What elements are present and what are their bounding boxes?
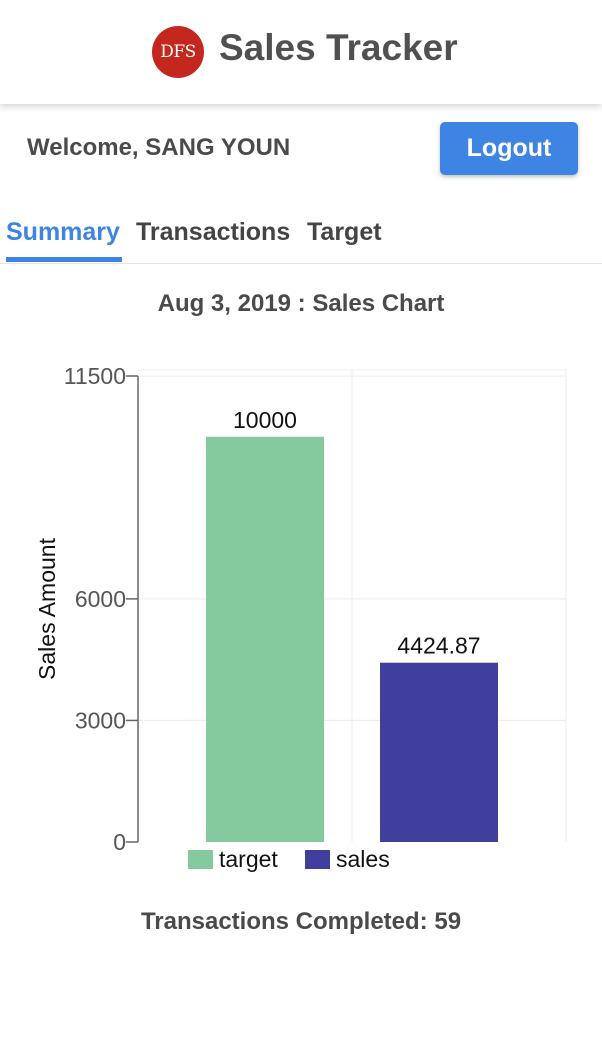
bar-value-label: 4424.87 <box>397 633 480 659</box>
sales-chart: 0 3000 6000 11500 Sales Amount 10000 4424.87 ta… <box>0 340 602 890</box>
logout-button[interactable]: Logout <box>440 122 578 175</box>
y-tick-label: 11500 <box>64 363 126 389</box>
y-tick-label: 6000 <box>75 586 126 612</box>
logo-text: DFS <box>160 42 196 62</box>
tab-bar: Summary Transactions Target <box>0 210 602 264</box>
app-header: DFS Sales Tracker <box>0 0 602 104</box>
legend-label-target: target <box>219 846 278 872</box>
dfs-logo: DFS <box>152 26 204 78</box>
active-tab-indicator <box>6 257 122 262</box>
tab-summary[interactable]: Summary <box>6 218 120 247</box>
legend-swatch-target <box>188 850 213 869</box>
tab-target[interactable]: Target <box>307 218 382 247</box>
y-tick-label: 3000 <box>75 707 126 733</box>
legend-swatch-sales <box>305 850 330 869</box>
chart-title: Aug 3, 2019 : Sales Chart <box>0 290 602 318</box>
bar-value-label: 10000 <box>233 407 297 433</box>
legend-label-sales: sales <box>336 846 390 872</box>
y-axis-title: Sales Amount <box>34 537 60 680</box>
app-title: Sales Tracker <box>219 27 458 69</box>
bar-target <box>206 437 324 842</box>
transactions-completed: Transactions Completed: 59 <box>0 908 602 936</box>
bar-sales <box>380 663 498 842</box>
y-tick-label: 0 <box>113 829 126 855</box>
tab-transactions[interactable]: Transactions <box>136 218 290 247</box>
welcome-message: Welcome, SANG YOUN <box>27 134 290 162</box>
